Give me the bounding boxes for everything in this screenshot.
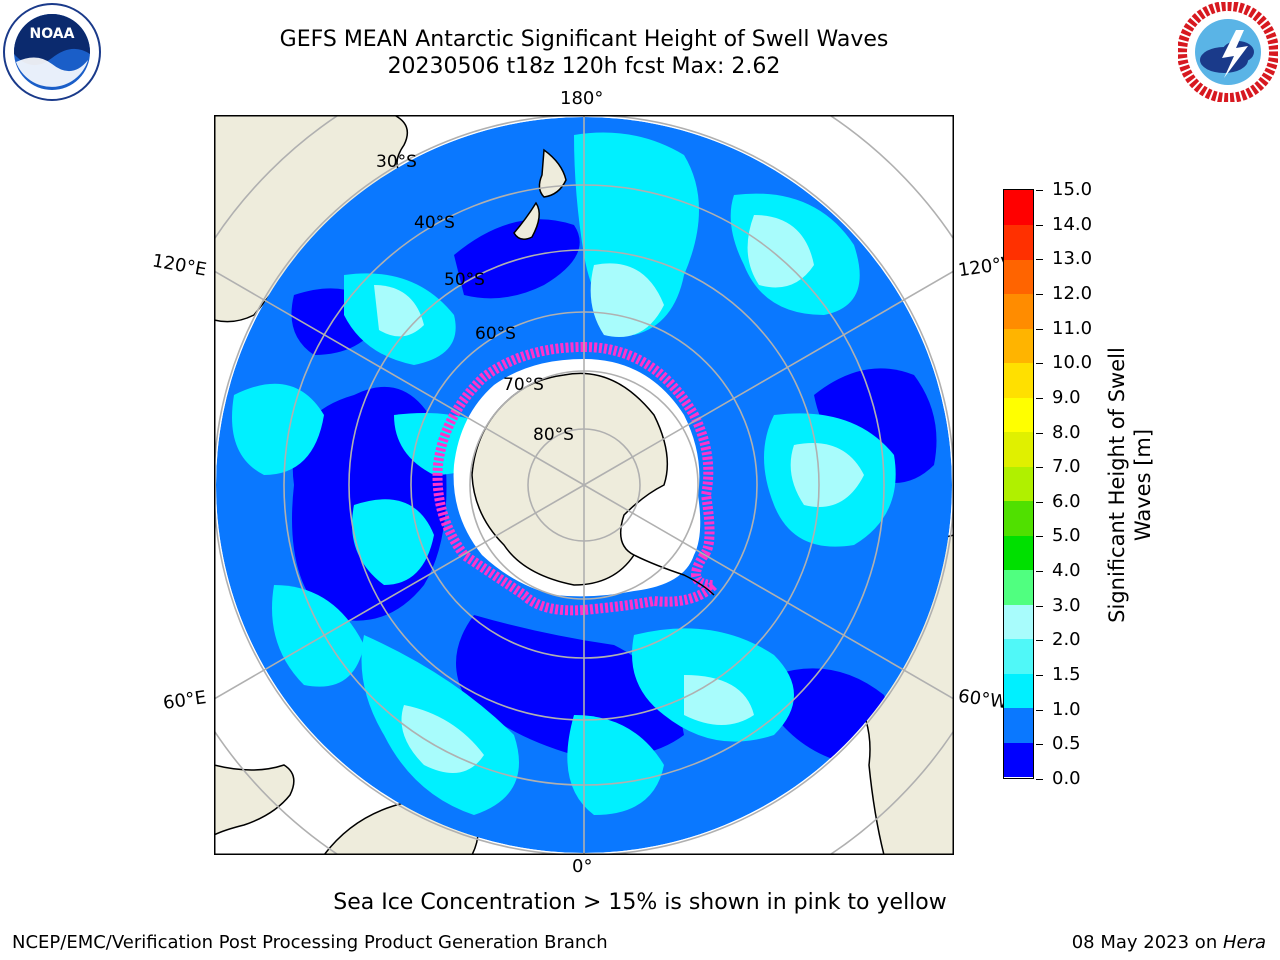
colorbar-segment (1004, 569, 1033, 605)
colorbar-segment (1004, 224, 1033, 260)
colorbar-segment (1004, 466, 1033, 502)
chart-title: GEFS MEAN Antarctic Significant Height o… (279, 27, 889, 52)
colorbar-segment (1004, 500, 1033, 536)
footer-right: 08 May 2023 on Hera (1072, 932, 1266, 953)
colorbar-segment (1004, 397, 1033, 433)
colorbar-tick-mark (1036, 397, 1043, 399)
swell-high-region (401, 705, 484, 773)
colorbar-tick-label: 0.0 (1052, 768, 1081, 789)
colorbar-segment (1004, 673, 1033, 709)
colorbar-segment (1004, 328, 1033, 364)
swell-low-region (454, 219, 580, 299)
footer-date: 08 May 2023 on (1071, 932, 1223, 953)
colorbar-tick-label: 10.0 (1052, 352, 1093, 374)
colorbar-tick-mark (1036, 744, 1043, 746)
colorbar-tick-label: 7.0 (1052, 456, 1081, 478)
colorbar-tick-mark (1036, 432, 1043, 434)
longitude-grid (214, 115, 954, 855)
colorbar-tick-mark (1036, 640, 1043, 642)
colorbar-tick-label: 13.0 (1052, 248, 1093, 270)
colorbar-tick-mark (1036, 675, 1043, 677)
swell-mid-region (567, 715, 664, 815)
swell-mid-region (352, 499, 434, 585)
lat-label-60s: 60°S (475, 324, 516, 344)
swell-high-region (790, 443, 864, 507)
colorbar (1003, 189, 1034, 779)
colorbar-tick-label: 1.0 (1052, 698, 1081, 720)
colorbar-label: Significant Height of Swell Waves [m] (1105, 347, 1155, 623)
colorbar-tick-label: 4.0 (1052, 560, 1081, 582)
polar-map (214, 115, 954, 855)
colorbar-tick-mark (1036, 224, 1043, 226)
lon-label-120e: 120°E (150, 250, 209, 281)
sea-ice-note: Sea Ice Concentration > 15% is shown in … (333, 890, 947, 915)
lat-label-50s: 50°S (444, 270, 485, 290)
colorbar-tick-mark (1036, 293, 1043, 295)
colorbar-segment (1004, 535, 1033, 571)
footer-left: NCEP/EMC/Verification Post Processing Pr… (12, 932, 608, 953)
colorbar-segment (1004, 293, 1033, 329)
colorbar-tick-mark (1036, 328, 1043, 330)
colorbar-tick-mark (1036, 259, 1043, 261)
colorbar-tick-label: 2.0 (1052, 629, 1081, 651)
colorbar-segment (1004, 259, 1033, 295)
antarctic-peninsula (633, 554, 715, 596)
colorbar-tick-mark (1036, 467, 1043, 469)
lat-label-40s: 40°S (414, 213, 455, 233)
colorbar-tick-mark (1036, 363, 1043, 365)
colorbar-tick-label: 8.0 (1052, 421, 1081, 443)
colorbar-tick-mark (1036, 571, 1043, 573)
colorbar-segment (1004, 742, 1033, 778)
colorbar-tick-label: 12.0 (1052, 282, 1093, 304)
colorbar-segment (1004, 362, 1033, 398)
noaa-logo: NOAA (2, 2, 102, 102)
lat-label-70s: 70°S (503, 375, 544, 395)
polar-map-svg (214, 115, 954, 855)
swell-low-region (456, 615, 684, 758)
lon-label-60w: 60°W (956, 685, 1009, 714)
noaa-logo-text: NOAA (30, 26, 75, 42)
colorbar-tick-label: 6.0 (1052, 490, 1081, 512)
colorbar-tick-label: 9.0 (1052, 386, 1081, 408)
swell-high-region (684, 675, 754, 725)
colorbar-tick-label: 15.0 (1052, 179, 1093, 200)
swell-high-region (590, 263, 664, 337)
colorbar-tick-label: 1.5 (1052, 664, 1081, 686)
swell-high-region (747, 215, 814, 288)
colorbar-segment (1004, 638, 1033, 674)
chart-subtitle: 20230506 t18z 120h fcst Max: 2.62 (387, 54, 781, 79)
colorbar-tick-mark (1036, 779, 1043, 780)
colorbar-segment (1004, 190, 1033, 226)
colorbar-tick-mark (1036, 605, 1043, 607)
colorbar-tick-mark (1036, 190, 1043, 191)
sea-ice-edge (432, 341, 727, 616)
map-frame (214, 115, 954, 855)
lon-label-180: 180° (560, 88, 604, 109)
lat-label-30s: 30°S (376, 152, 417, 172)
footer-host: Hera (1222, 932, 1266, 953)
nws-logo (1177, 1, 1279, 103)
colorbar-tick-label: 3.0 (1052, 594, 1081, 616)
colorbar-tick-mark (1036, 501, 1043, 503)
swell-mid-region (232, 383, 324, 475)
colorbar-tick-mark (1036, 536, 1043, 538)
lat-label-80s: 80°S (533, 425, 574, 445)
colorbar-tick-label: 14.0 (1052, 213, 1093, 235)
new-zealand-land (513, 148, 567, 240)
lon-label-0: 0° (572, 856, 593, 877)
colorbar-segment (1004, 604, 1033, 640)
colorbar-tick-label: 0.5 (1052, 733, 1081, 755)
lon-label-60e: 60°E (161, 687, 208, 714)
madagascar-land (214, 764, 295, 836)
swell-high-region (374, 285, 424, 337)
colorbar-tick-label: 11.0 (1052, 317, 1093, 339)
colorbar-tick-mark (1036, 709, 1043, 711)
colorbar-segment (1004, 707, 1033, 743)
colorbar-segment (1004, 431, 1033, 467)
colorbar-tick-label: 5.0 (1052, 525, 1081, 547)
